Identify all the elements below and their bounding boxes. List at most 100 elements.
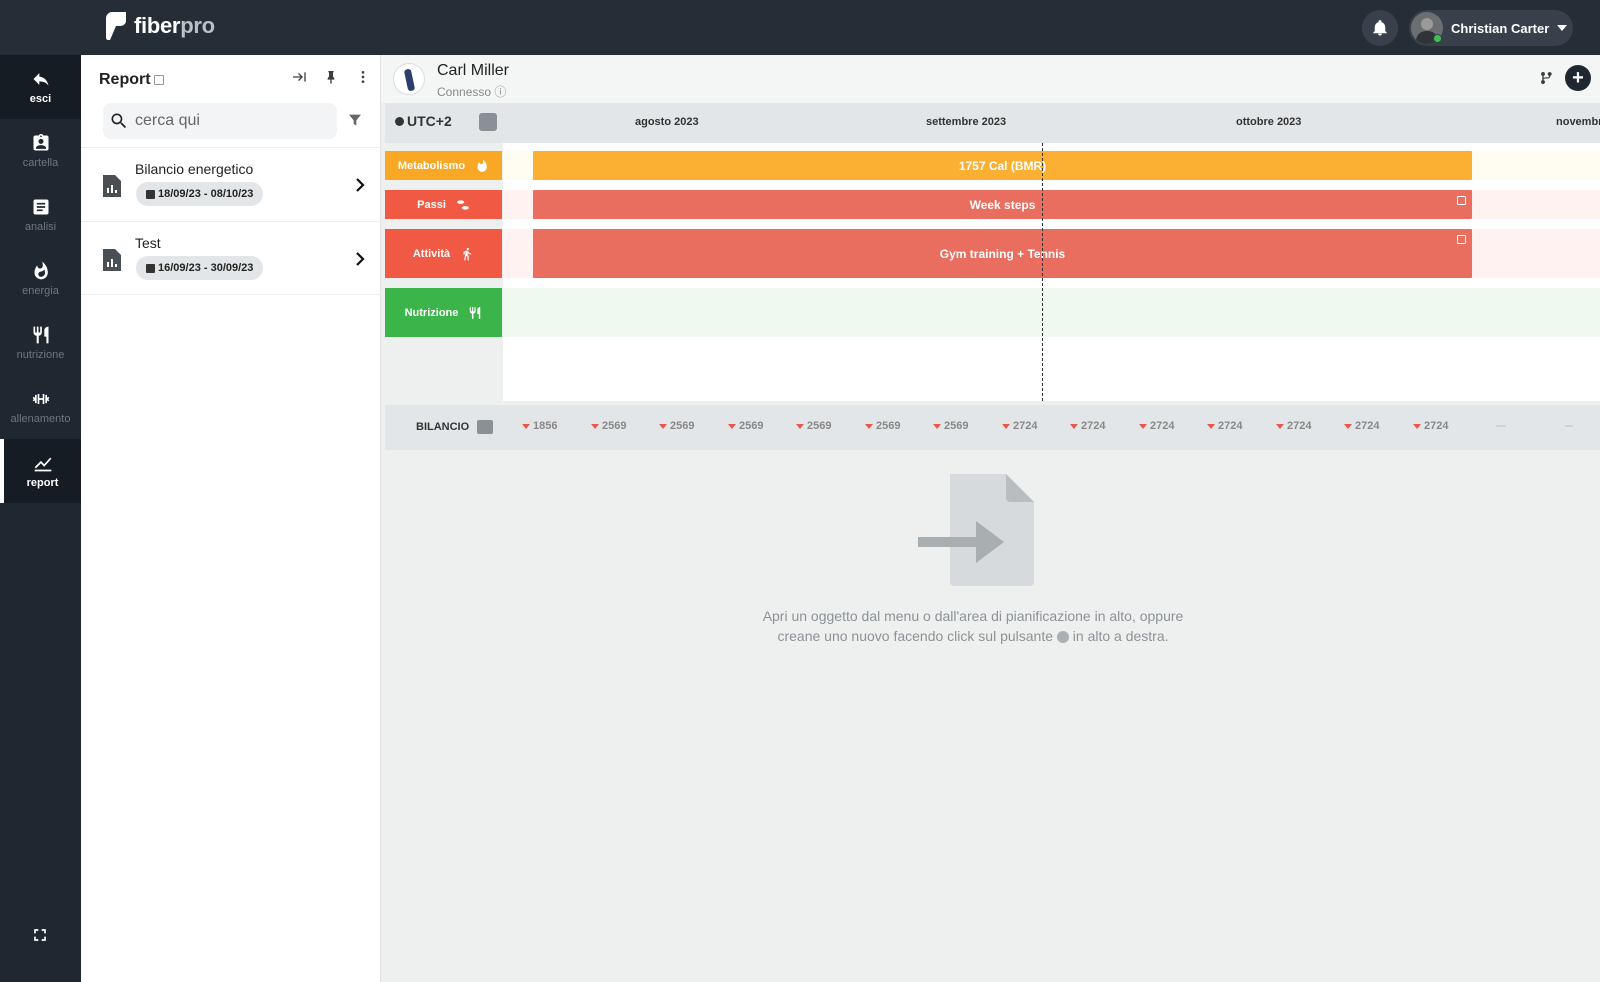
report-file-icon (103, 249, 121, 271)
balance-value[interactable]: 2569 (728, 420, 763, 432)
balance-value[interactable]: 2724 (1070, 420, 1105, 432)
balance-value-text: 2724 (1355, 420, 1380, 432)
brand-name-bold: fiber (134, 13, 181, 38)
open-file-icon (918, 474, 1034, 586)
row-label-metabolismo[interactable]: Metabolismo (385, 151, 502, 180)
timezone-selector[interactable]: UTC+2 (395, 113, 452, 129)
balance-value-text: 1856 (533, 420, 558, 432)
down-triangle-icon (1070, 423, 1078, 429)
row-label-nutrizione[interactable]: Nutrizione (385, 288, 502, 337)
balance-value[interactable]: 2724 (1139, 420, 1174, 432)
brand-logo[interactable]: fiberpro (106, 12, 215, 40)
main-area: Carl Miller Connesso ⓘ + UTC+2 agosto 20… (381, 55, 1600, 982)
balance-empty-dash (1496, 425, 1506, 427)
report-title: Bilancio energetico (135, 161, 254, 177)
chevron-right-icon (356, 252, 365, 266)
running-icon (463, 247, 472, 260)
sidebar-item-energia[interactable]: energia (0, 247, 81, 311)
panel-toolbar (291, 69, 371, 85)
balance-empty-dash (1565, 425, 1573, 427)
balance-value-text: 2569 (670, 420, 695, 432)
balance-value-text: 2724 (1150, 420, 1175, 432)
steps-bar[interactable]: Week steps (533, 190, 1472, 219)
balance-value[interactable]: 2724 (1276, 420, 1311, 432)
chart-icon[interactable] (477, 420, 494, 434)
month-label: agosto 2023 (635, 116, 699, 128)
balance-value-text: 2724 (1081, 420, 1106, 432)
balance-value[interactable]: 2724 (1207, 420, 1242, 432)
balance-value[interactable]: 2569 (659, 420, 694, 432)
edit-icon[interactable] (1457, 235, 1466, 244)
add-button[interactable]: + (1565, 65, 1591, 91)
down-triangle-icon (522, 423, 530, 429)
chart-line-icon (34, 457, 51, 472)
timezone-label: UTC+2 (407, 113, 452, 129)
calendar-icon (146, 189, 155, 199)
balance-label: BILANCIO (416, 420, 494, 434)
list-item[interactable]: Bilancio energetico 18/09/23 - 08/10/23 (81, 147, 381, 221)
down-triangle-icon (1276, 423, 1284, 429)
pin-icon[interactable] (323, 69, 339, 85)
bell-icon (1373, 20, 1387, 36)
branch-icon[interactable] (1539, 69, 1555, 87)
down-triangle-icon (1002, 423, 1010, 429)
patient-header: Carl Miller Connesso ⓘ + (381, 55, 1600, 103)
sidebar-item-label: esci (29, 93, 52, 105)
row-track-nutrizione (503, 288, 1600, 337)
bar-label: Week steps (969, 197, 1036, 212)
balance-value[interactable]: 2569 (865, 420, 900, 432)
fork-knife-icon (470, 306, 481, 319)
fork-knife-icon (33, 326, 48, 344)
down-triangle-icon (865, 423, 873, 429)
balance-value[interactable]: 2569 (796, 420, 831, 432)
balance-value[interactable]: 1856 (522, 420, 557, 432)
sidebar: esci cartella analisi energia nutrizione… (0, 55, 81, 982)
balance-value[interactable]: 2724 (1413, 420, 1448, 432)
sidebar-item-analisi[interactable]: analisi (0, 183, 81, 247)
month-label: settembre 2023 (926, 116, 1007, 128)
sidebar-item-nutrizione[interactable]: nutrizione (0, 311, 81, 375)
date-range-badge: 18/09/23 - 08/10/23 (136, 182, 264, 206)
filter-icon[interactable] (347, 112, 363, 128)
notifications-button[interactable] (1362, 10, 1398, 46)
balance-value-text: 2724 (1424, 420, 1449, 432)
patient-name: Carl Miller (437, 62, 509, 79)
balance-value[interactable]: 2569 (591, 420, 626, 432)
empty-state-message: Apri un oggetto dal menu o dall'area di … (741, 606, 1205, 646)
sidebar-item-label: allenamento (10, 413, 71, 425)
brand-name-light: pro (180, 13, 215, 38)
sidebar-item-allenamento[interactable]: allenamento (0, 375, 81, 439)
back-arrow-icon (33, 73, 48, 86)
list-item[interactable]: Test 16/09/23 - 30/09/23 (81, 221, 381, 295)
balance-value[interactable]: 2724 (1002, 420, 1037, 432)
sidebar-item-cartella[interactable]: cartella (0, 119, 81, 183)
brand-name: fiberpro (134, 13, 215, 39)
flame-icon (34, 261, 48, 280)
sidebar-item-esci[interactable]: esci (0, 55, 81, 119)
sidebar-item-label: nutrizione (16, 349, 65, 361)
fullscreen-icon[interactable] (30, 925, 50, 945)
sidebar-item-label: cartella (22, 157, 59, 169)
patient-avatar[interactable] (393, 63, 425, 95)
sidebar-item-label: energia (22, 285, 59, 297)
dumbbell-icon (32, 394, 49, 404)
search-input[interactable] (135, 112, 325, 130)
calendar-check-icon[interactable] (479, 113, 497, 131)
date-range-text: 16/09/23 - 30/09/23 (158, 262, 254, 274)
down-triangle-icon (591, 423, 599, 429)
balance-value[interactable]: 2724 (1344, 420, 1379, 432)
collapse-panel-icon[interactable] (291, 69, 307, 85)
metabolism-bar[interactable]: 1757 Cal (BMR) (533, 151, 1472, 180)
balance-value[interactable]: 2569 (933, 420, 968, 432)
date-range-badge: 16/09/23 - 30/09/23 (136, 256, 264, 280)
timeline-header: UTC+2 agosto 2023 settembre 2023 ottobre… (385, 103, 1600, 143)
edit-icon[interactable] (1457, 196, 1466, 205)
activity-bar[interactable]: Gym training + Tennis (533, 229, 1472, 278)
sidebar-item-report[interactable]: report (0, 439, 81, 503)
row-label-passi[interactable]: Passi (385, 190, 502, 219)
row-label-attivita[interactable]: Attività (385, 229, 502, 278)
chevron-right-icon (356, 178, 365, 192)
row-label-text: Passi (417, 198, 446, 211)
user-menu[interactable]: Christian Carter (1409, 10, 1573, 46)
more-vertical-icon[interactable] (355, 69, 371, 85)
